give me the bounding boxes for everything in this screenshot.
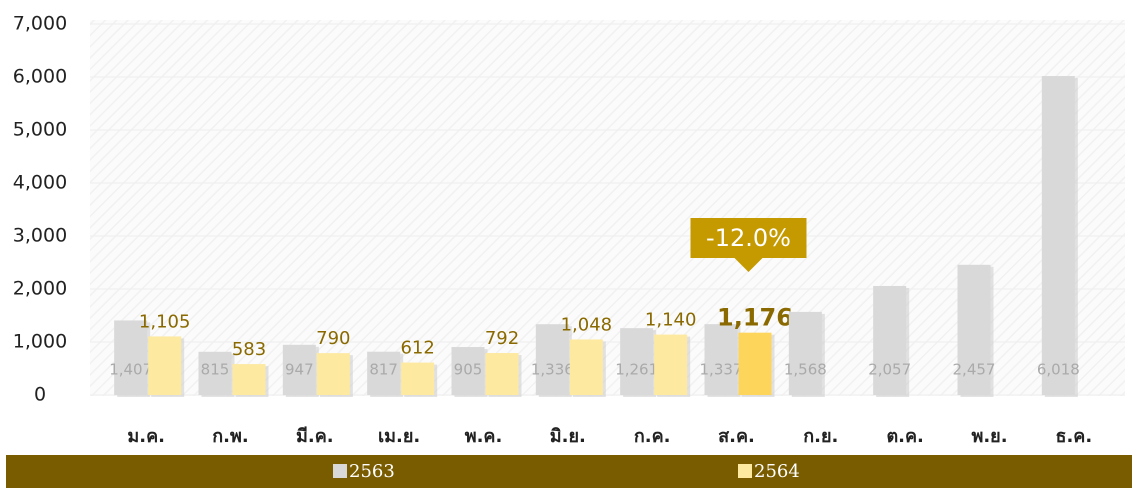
value-label: 1,407	[109, 361, 152, 379]
bar	[401, 362, 435, 395]
bar	[957, 264, 991, 395]
bar	[282, 344, 316, 395]
value-label: 1,568	[784, 361, 827, 379]
legend-swatch	[738, 464, 752, 478]
bar	[1041, 76, 1075, 396]
bar	[873, 285, 907, 395]
bar	[704, 324, 738, 395]
x-tick-label: พ.ย.	[971, 426, 1007, 447]
y-tick-label: 0	[34, 384, 46, 406]
value-label: 612	[400, 338, 434, 359]
bar	[620, 328, 654, 395]
bar	[569, 339, 603, 395]
value-label: 905	[454, 361, 483, 379]
y-tick-label: 3,000	[13, 225, 67, 247]
x-tick-label: ก.พ.	[212, 426, 248, 447]
x-tick-label: ส.ค.	[718, 426, 755, 447]
value-label: 1,140	[645, 310, 697, 331]
y-tick-label: 1,000	[13, 331, 67, 353]
bar	[232, 364, 266, 395]
x-tick-label: เม.ย.	[378, 426, 420, 447]
value-label: 2,057	[868, 361, 911, 379]
value-label: 583	[232, 339, 266, 360]
y-tick-label: 4,000	[13, 172, 67, 194]
bar	[788, 311, 822, 395]
value-label: 790	[316, 328, 350, 349]
bar	[316, 353, 350, 395]
value-label: 6,018	[1037, 361, 1080, 379]
value-label: 1,176	[717, 304, 793, 332]
y-tick-label: 6,000	[13, 66, 67, 88]
x-tick-label: พ.ค.	[465, 426, 503, 447]
legend-label: 2564	[754, 461, 800, 482]
value-label: 792	[485, 328, 519, 349]
bar	[738, 332, 772, 395]
value-label: 947	[285, 361, 314, 379]
value-label: 1,337	[700, 361, 743, 379]
bar	[198, 351, 232, 395]
y-tick-label: 5,000	[13, 119, 67, 141]
bar	[654, 334, 688, 395]
x-tick-label: ม.ค.	[127, 426, 165, 447]
value-label: 2,457	[953, 361, 996, 379]
annotation: -12.0%	[706, 224, 791, 252]
value-label: 815	[201, 361, 230, 379]
bar	[367, 351, 401, 395]
x-tick-label: ก.ค.	[634, 426, 671, 447]
x-tick-label: ต.ค.	[886, 426, 923, 447]
x-tick-label: มี.ค.	[296, 426, 334, 447]
x-tick-label: ธ.ค.	[1055, 426, 1092, 447]
y-tick-label: 2,000	[13, 278, 67, 300]
bar	[451, 347, 485, 395]
y-tick-label: 7,000	[13, 13, 67, 35]
bar	[485, 353, 519, 395]
plot-area	[90, 20, 1125, 396]
value-label: 1,048	[561, 314, 613, 335]
annotation-box	[690, 218, 807, 272]
bar	[535, 324, 569, 395]
legend-swatch	[333, 464, 347, 478]
value-label: 1,336	[531, 361, 574, 379]
bar	[114, 320, 148, 395]
legend-bar	[6, 455, 1132, 488]
legend-label: 2563	[349, 461, 395, 482]
bar	[148, 336, 182, 395]
x-tick-label: มิ.ย.	[550, 426, 586, 447]
value-label: 817	[369, 361, 398, 379]
value-label: 1,261	[615, 361, 658, 379]
value-label: 1,105	[139, 311, 191, 332]
x-tick-label: ก.ย.	[803, 426, 838, 447]
